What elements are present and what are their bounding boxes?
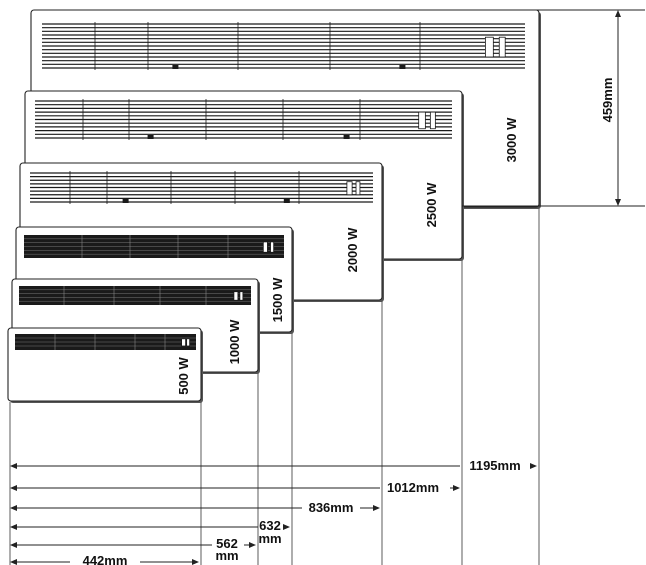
width-label-1012: 1012mm xyxy=(387,480,439,495)
grille xyxy=(42,22,525,70)
control-panel-icon xyxy=(346,181,361,196)
power-label-3000: 3000 W xyxy=(504,117,519,163)
width-dimension-arrow xyxy=(10,559,199,565)
power-label-1500: 1500 W xyxy=(270,277,285,323)
width-dimension-arrow xyxy=(10,485,460,491)
grille xyxy=(35,99,452,140)
power-label-1000: 1000 W xyxy=(227,319,242,365)
control-panel-icon xyxy=(418,111,436,130)
power-label-2000: 2000 W xyxy=(345,227,360,273)
width-dimension-arrow xyxy=(10,463,537,469)
width-label-1195: 1195mm xyxy=(469,458,520,473)
heaters xyxy=(7,9,541,403)
width-label-562: 562 xyxy=(216,536,238,551)
grille xyxy=(30,171,373,204)
grille xyxy=(15,334,196,350)
power-label-500: 500 W xyxy=(176,356,191,394)
width-label-836: 836mm xyxy=(309,500,354,515)
height-label: 459mm xyxy=(600,78,615,123)
grille xyxy=(24,235,284,258)
extension-lines xyxy=(9,207,540,565)
width-dimension-arrow xyxy=(10,524,290,530)
width-label-632-unit: mm xyxy=(258,531,281,546)
control-panel-icon xyxy=(233,291,244,301)
height-dimension xyxy=(462,9,645,207)
width-label-632: 632 xyxy=(259,518,281,533)
width-dimension-arrow xyxy=(10,505,380,511)
width-label-442: 442mm xyxy=(83,553,128,565)
heater-500w xyxy=(7,327,203,403)
power-label-2500: 2500 W xyxy=(424,182,439,228)
control-panel-icon xyxy=(262,241,275,253)
grille xyxy=(19,286,251,305)
width-label-562-unit: mm xyxy=(215,548,238,563)
width-dimension-arrows xyxy=(10,463,537,565)
control-panel-icon xyxy=(484,36,506,58)
width-dimension-arrow xyxy=(10,542,256,548)
control-panel-icon xyxy=(181,338,191,347)
